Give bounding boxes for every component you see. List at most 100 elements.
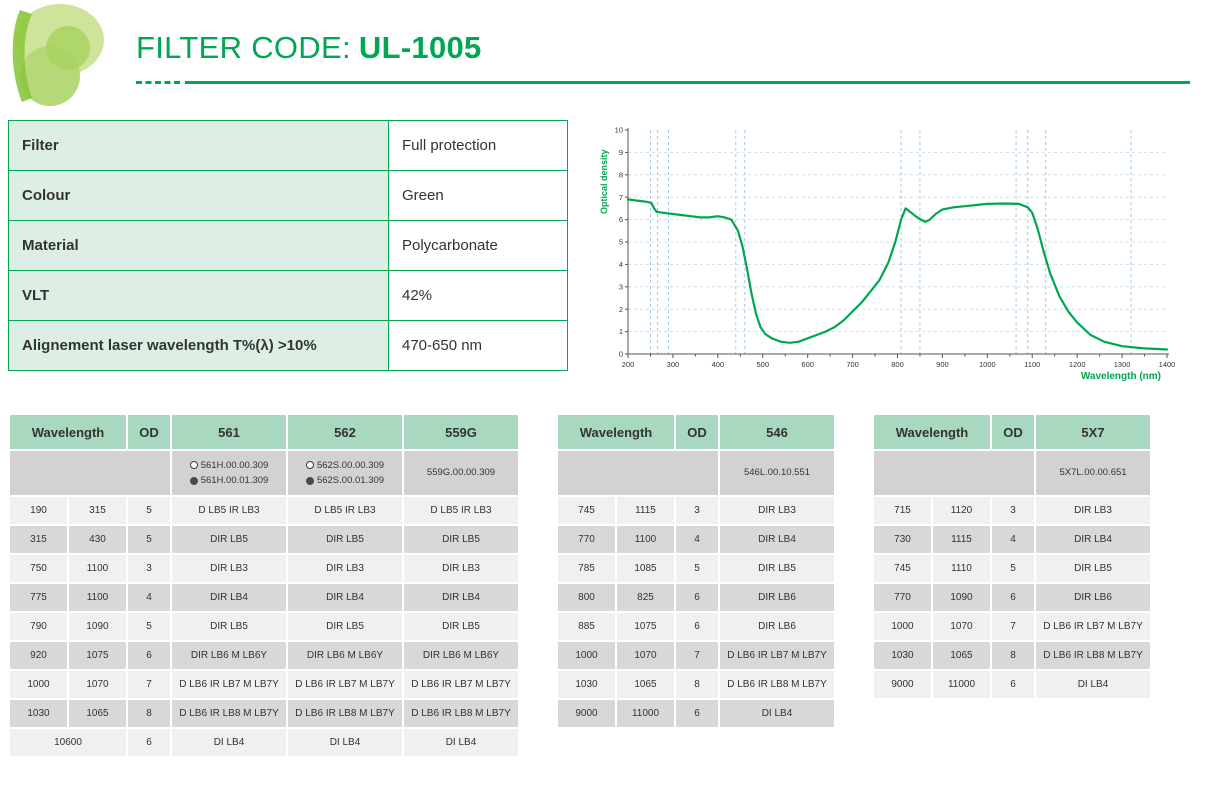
table-row: 770 1100 4 DIR LB4 bbox=[558, 526, 834, 553]
od-header: OD bbox=[992, 415, 1034, 449]
wavelength-to: 1065 bbox=[69, 700, 126, 727]
chart-svg: 200 300 400 500 600 700 800 900 1000 1100 1200 1300… bbox=[599, 126, 1175, 382]
y-tick-label: 10 bbox=[615, 126, 623, 135]
wavelength-from: 1030 bbox=[558, 671, 615, 698]
filter-tables-section: Wavelength OD 561 562 559G 561H.00.00.309 561H… bbox=[0, 413, 1216, 758]
product-code: 5X7L.00.00.651 bbox=[1059, 467, 1127, 479]
codes-row: 5X7L.00.00.651 bbox=[874, 451, 1150, 495]
code-line: 561H.00.00.309 bbox=[177, 458, 281, 473]
wavelength-to: 11000 bbox=[933, 671, 990, 698]
od-value: 8 bbox=[128, 700, 170, 727]
marking-value: DIR LB6 M LB6Y bbox=[404, 642, 518, 669]
y-tick-label: 0 bbox=[619, 350, 623, 359]
page-title: FILTER CODE: UL-1005 bbox=[136, 30, 1190, 66]
marking-value: DIR LB5 bbox=[288, 613, 402, 640]
info-value: Full protection bbox=[388, 120, 568, 171]
marking-value: DI LB4 bbox=[404, 729, 518, 756]
title-block: FILTER CODE: UL-1005 bbox=[110, 0, 1216, 84]
wavelength-single: 10600 bbox=[10, 729, 126, 756]
y-tick-label: 3 bbox=[619, 282, 623, 291]
wavelength-to: 1075 bbox=[617, 613, 674, 640]
product-header: 5X7 bbox=[1036, 415, 1150, 449]
od-value: 8 bbox=[992, 642, 1034, 669]
marking-value: DI LB4 bbox=[720, 700, 834, 727]
wavelength-from: 190 bbox=[10, 497, 67, 524]
marking-value: DIR LB3 bbox=[404, 555, 518, 582]
code-line: 562S.00.01.309 bbox=[293, 473, 397, 488]
marking-value: D LB5 IR LB3 bbox=[288, 497, 402, 524]
y-tick-label: 2 bbox=[619, 305, 623, 314]
marking-value: DI LB4 bbox=[288, 729, 402, 756]
marking-value: DIR LB6 bbox=[720, 613, 834, 640]
od-value: 4 bbox=[992, 526, 1034, 553]
wavelength-from: 9000 bbox=[558, 700, 615, 727]
y-axis-title: Optical density bbox=[599, 149, 609, 214]
wavelength-to: 1120 bbox=[933, 497, 990, 524]
wavelength-from: 1030 bbox=[10, 700, 67, 727]
product-code: 561H.00.00.309 bbox=[200, 459, 269, 471]
table-row: 1030 1065 8 D LB6 IR LB8 M LB7Y bbox=[558, 671, 834, 698]
wavelength-to: 1100 bbox=[617, 526, 674, 553]
wavelength-to: 1100 bbox=[69, 555, 126, 582]
wavelength-to: 1115 bbox=[933, 526, 990, 553]
marking-value: DIR LB3 bbox=[1036, 497, 1150, 524]
wavelength-to: 315 bbox=[69, 497, 126, 524]
marking-value: DIR LB5 bbox=[404, 613, 518, 640]
filter-table-546: Wavelength OD 546 546L.00.10.551 745 1115 3 DIR… bbox=[556, 413, 836, 729]
marking-value: D LB6 IR LB7 M LB7Y bbox=[720, 642, 834, 669]
x-tick-label: 800 bbox=[891, 360, 904, 369]
od-value: 5 bbox=[128, 613, 170, 640]
wavelength-from: 715 bbox=[874, 497, 931, 524]
table-row: 885 1075 6 DIR LB6 bbox=[558, 613, 834, 640]
table-row: 800 825 6 DIR LB6 bbox=[558, 584, 834, 611]
table-row: 1000 1070 7 D LB6 IR LB7 M LB7Y bbox=[558, 642, 834, 669]
table-row: 770 1090 6 DIR LB6 bbox=[874, 584, 1150, 611]
top-section: Filter Full protection Colour Green Material… bbox=[0, 118, 1216, 387]
wavelength-from: 885 bbox=[558, 613, 615, 640]
marking-value: DIR LB5 bbox=[288, 526, 402, 553]
wavelength-from: 1000 bbox=[10, 671, 67, 698]
y-tick-label: 7 bbox=[619, 193, 623, 202]
wavelength-to: 1070 bbox=[933, 613, 990, 640]
marking-value: DIR LB6 bbox=[720, 584, 834, 611]
wavelength-from: 745 bbox=[558, 497, 615, 524]
x-tick-label: 500 bbox=[756, 360, 769, 369]
marking-value: D LB6 IR LB8 M LB7Y bbox=[404, 700, 518, 727]
wavelength-to: 1115 bbox=[617, 497, 674, 524]
codes-blank-cell bbox=[10, 451, 170, 495]
wavelength-from: 745 bbox=[874, 555, 931, 582]
marking-value: D LB6 IR LB7 M LB7Y bbox=[1036, 613, 1150, 640]
product-code: 562S.00.00.309 bbox=[316, 459, 385, 471]
info-value: Green bbox=[388, 170, 568, 221]
marking-value: D LB5 IR LB3 bbox=[404, 497, 518, 524]
product-header: 561 bbox=[172, 415, 286, 449]
od-value: 3 bbox=[676, 497, 718, 524]
marking-value: D LB6 IR LB8 M LB7Y bbox=[288, 700, 402, 727]
marking-value: DIR LB5 bbox=[1036, 555, 1150, 582]
od-value: 6 bbox=[992, 584, 1034, 611]
code-line: 562S.00.00.309 bbox=[293, 458, 397, 473]
rule-dashes bbox=[136, 81, 180, 84]
marking-value: D LB6 IR LB8 M LB7Y bbox=[172, 700, 286, 727]
table-row: 315 430 5 DIR LB5 DIR LB5 DIR LB5 bbox=[10, 526, 518, 553]
wavelength-from: 785 bbox=[558, 555, 615, 582]
product-header: 562 bbox=[288, 415, 402, 449]
x-tick-label: 200 bbox=[622, 360, 635, 369]
marking-value: DIR LB4 bbox=[1036, 526, 1150, 553]
info-label: Material bbox=[8, 220, 389, 271]
table-row: 785 1085 5 DIR LB5 bbox=[558, 555, 834, 582]
wavelength-from: 1030 bbox=[874, 642, 931, 669]
od-value: 4 bbox=[676, 526, 718, 553]
radio-filled-icon bbox=[189, 476, 198, 485]
product-codes-cell: 561H.00.00.309 561H.00.01.309 bbox=[172, 451, 286, 495]
wavelength-from: 315 bbox=[10, 526, 67, 553]
product-header: 559G bbox=[404, 415, 518, 449]
wavelength-to: 1065 bbox=[933, 642, 990, 669]
table-row: 745 1110 5 DIR LB5 bbox=[874, 555, 1150, 582]
table-row: 9000 11000 6 DI LB4 bbox=[874, 671, 1150, 698]
filter-table-561: Wavelength OD 561 562 559G 561H.00.00.309 561H… bbox=[8, 413, 520, 758]
table-row: 775 1100 4 DIR LB4 DIR LB4 DIR LB4 bbox=[10, 584, 518, 611]
product-code: 546L.00.10.551 bbox=[743, 467, 811, 479]
marking-value: DIR LB4 bbox=[172, 584, 286, 611]
marking-value: DIR LB5 bbox=[172, 526, 286, 553]
